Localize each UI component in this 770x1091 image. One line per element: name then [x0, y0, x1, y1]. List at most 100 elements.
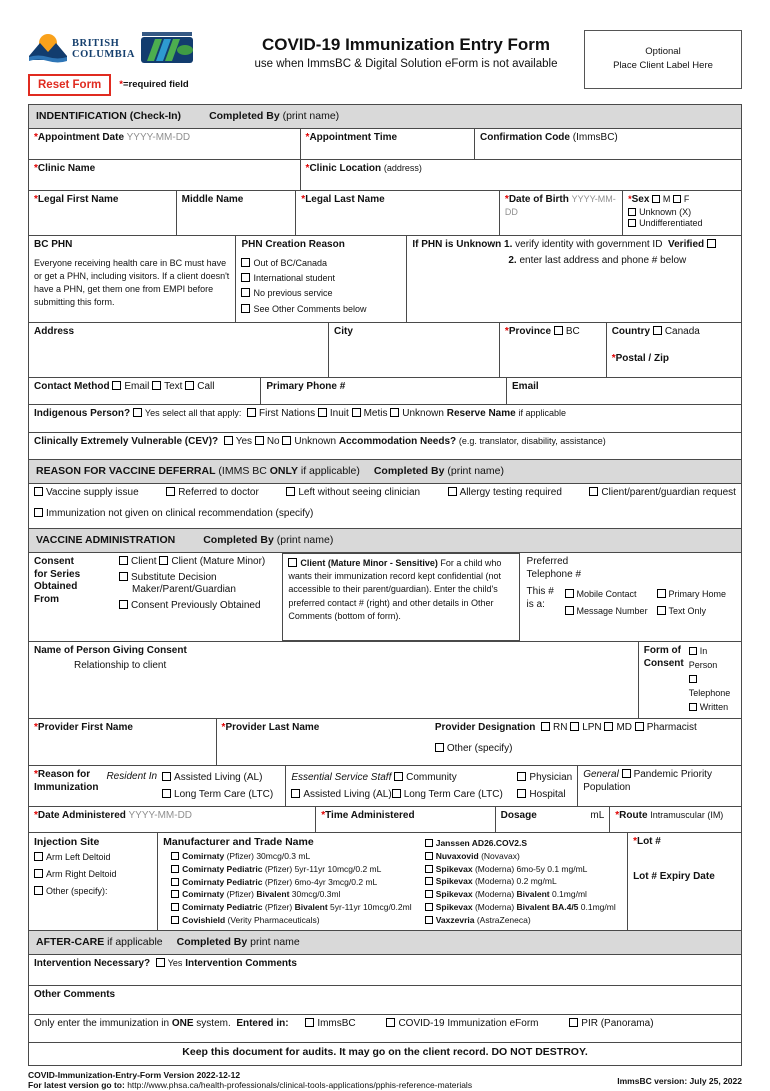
checkbox-mobile-contact[interactable] — [564, 589, 574, 599]
middle-name-field[interactable]: Middle Name — [175, 191, 296, 236]
date-of-birth-field[interactable]: *Date of Birth YYYY-MM-DD — [498, 191, 622, 236]
checkbox-rn[interactable] — [540, 722, 550, 732]
checkbox-text-only[interactable] — [656, 605, 666, 615]
clinic-name-field[interactable]: *Clinic Name — [34, 163, 96, 175]
checkbox-site-other[interactable] — [34, 886, 43, 896]
checkbox-vax-vaxzevria[interactable] — [424, 915, 433, 924]
checkbox-pharmacist[interactable] — [634, 722, 644, 732]
bc-phn-field[interactable]: BC PHN Everyone receiving health care in… — [34, 239, 230, 307]
checkbox-verified[interactable] — [706, 239, 716, 249]
checkbox-vax-comirnaty-bivalent[interactable] — [171, 890, 180, 899]
checkbox-in-person[interactable] — [688, 647, 697, 656]
checkbox-consent-previous[interactable] — [118, 599, 128, 609]
checkbox-vax-covishield[interactable] — [171, 915, 180, 924]
checkbox-mature-minor-sensitive[interactable] — [288, 558, 298, 568]
reset-form-button[interactable]: Reset Form — [28, 74, 112, 97]
checkbox-message-number[interactable] — [564, 605, 574, 615]
checkbox-vax-comirnaty-ped-5-11[interactable] — [171, 864, 180, 873]
time-administered-field[interactable]: *Time Administered — [315, 807, 494, 833]
checkbox-pandemic-priority[interactable] — [621, 769, 631, 779]
legal-last-name-field[interactable]: *Legal Last Name — [295, 191, 499, 236]
checkbox-vax-spikevax-bivalent[interactable] — [424, 890, 433, 899]
checkbox-cev-yes[interactable] — [223, 436, 233, 446]
checkbox-vax-comirnaty[interactable] — [171, 852, 180, 861]
checkbox-consent-mature-minor[interactable] — [159, 556, 169, 566]
phn-creation-reason-group: PHN Creation Reason Out of BC/Canada Int… — [235, 236, 406, 323]
checkbox-ess-hospital[interactable] — [517, 789, 527, 799]
checkbox-vax-spikevax-02[interactable] — [424, 877, 433, 886]
checkbox-arm-right-deltoid[interactable] — [34, 869, 43, 879]
section-deferral: REASON FOR VACCINE DEFERRAL (IMMS BC ONL… — [29, 460, 741, 485]
primary-phone-field[interactable]: Primary Phone # — [260, 378, 506, 405]
checkbox-guardian-request[interactable] — [589, 487, 599, 497]
checkbox-indig-unknown[interactable] — [390, 408, 400, 418]
checkbox-vax-nuvaxovid[interactable] — [424, 851, 433, 860]
checkbox-telephone[interactable] — [688, 675, 697, 684]
checkbox-vax-comirnaty-ped-bivalent[interactable] — [171, 903, 180, 912]
confirmation-code-field[interactable]: Confirmation Code (ImmsBC) — [473, 129, 741, 160]
checkbox-cev-unknown[interactable] — [282, 436, 292, 446]
provider-last-name-field[interactable]: *Provider Last Name — [215, 719, 430, 766]
checkbox-contact-text[interactable] — [152, 381, 162, 391]
checkbox-vax-spikevax-ba45[interactable] — [424, 902, 433, 911]
checkbox-allergy-testing[interactable] — [447, 487, 457, 497]
checkbox-sex-f[interactable] — [672, 195, 681, 204]
checkbox-sex-unknown[interactable] — [628, 207, 637, 216]
checkbox-desig-other[interactable] — [434, 742, 444, 752]
checkbox-arm-left-deltoid[interactable] — [34, 852, 43, 862]
checkbox-referred-doctor[interactable] — [166, 487, 176, 497]
checkbox-substitute-decision[interactable] — [118, 571, 128, 581]
appointment-date-field[interactable]: *Appointment Date YYYY-MM-DD — [34, 132, 191, 144]
checkbox-contact-call[interactable] — [185, 381, 195, 391]
date-administered-field[interactable]: *Date Administered YYYY-MM-DD — [34, 810, 193, 822]
checkbox-vax-janssen[interactable] — [424, 839, 433, 848]
checkbox-vax-comirnaty-ped-6mo[interactable] — [171, 877, 180, 886]
checkbox-resident-ltc[interactable] — [162, 789, 172, 799]
provider-first-name-field[interactable]: *Provider First Name — [34, 722, 133, 734]
checkbox-vax-spikevax-6mo[interactable] — [424, 864, 433, 873]
checkbox-ess-al[interactable] — [291, 789, 301, 799]
checkbox-inuit[interactable] — [317, 408, 327, 418]
checkbox-sex-undifferentiated[interactable] — [628, 218, 637, 227]
checkbox-out-of-bc[interactable] — [241, 257, 251, 267]
checkbox-indigenous-yes[interactable] — [132, 408, 142, 418]
checkbox-metis[interactable] — [351, 408, 361, 418]
checkbox-lpn[interactable] — [570, 722, 580, 732]
checkbox-vaccine-supply[interactable] — [34, 487, 43, 497]
checkbox-contact-email[interactable] — [112, 381, 122, 391]
section-identification: INDENTIFICATION (Check-In) Completed By … — [29, 105, 741, 130]
checkbox-resident-al[interactable] — [162, 772, 172, 782]
clinic-location-field[interactable]: *Clinic Location (address) — [299, 160, 741, 191]
other-comments-field[interactable]: Other Comments — [34, 988, 116, 1000]
checkbox-first-nations[interactable] — [246, 408, 256, 418]
checkbox-no-previous-service[interactable] — [241, 288, 251, 298]
email-field[interactable]: Email — [506, 378, 741, 405]
form-header: BRITISH COLUMBIA Reset Form *=required f… — [28, 26, 742, 100]
checkbox-sex-m[interactable] — [651, 195, 660, 204]
address-field[interactable]: Address — [34, 326, 75, 338]
checkbox-not-given-clinical[interactable] — [34, 507, 43, 517]
appointment-time-field[interactable]: *Appointment Time — [299, 129, 474, 160]
city-field[interactable]: City — [328, 323, 499, 378]
checkbox-entered-pir[interactable] — [569, 1017, 579, 1027]
checkbox-entered-immsbc[interactable] — [305, 1017, 315, 1027]
checkbox-entered-eform[interactable] — [386, 1017, 396, 1027]
checkbox-ess-ltc[interactable] — [391, 789, 401, 799]
checkbox-left-without[interactable] — [286, 487, 296, 497]
legal-first-name-field[interactable]: *Legal First Name — [34, 194, 119, 206]
checkbox-ess-community[interactable] — [394, 772, 404, 782]
dosage-field[interactable]: Dosage mL — [494, 807, 610, 833]
checkbox-consent-client[interactable] — [118, 556, 128, 566]
checkbox-primary-home[interactable] — [656, 589, 666, 599]
name-person-giving-consent-field[interactable]: Name of Person Giving Consent Relationsh… — [34, 645, 187, 671]
checkbox-md[interactable] — [604, 722, 614, 732]
checkbox-province-bc[interactable] — [553, 326, 563, 336]
checkbox-cev-no[interactable] — [254, 436, 264, 446]
checkbox-see-other-comments[interactable] — [241, 303, 251, 313]
checkbox-intervention-yes[interactable] — [155, 957, 165, 967]
checkbox-country-canada[interactable] — [652, 326, 662, 336]
checkbox-written[interactable] — [688, 703, 697, 712]
checkbox-ess-physician[interactable] — [517, 772, 527, 782]
checkbox-international-student[interactable] — [241, 272, 251, 282]
lot-number-field[interactable]: *Lot # Lot # Expiry Date — [627, 833, 741, 930]
